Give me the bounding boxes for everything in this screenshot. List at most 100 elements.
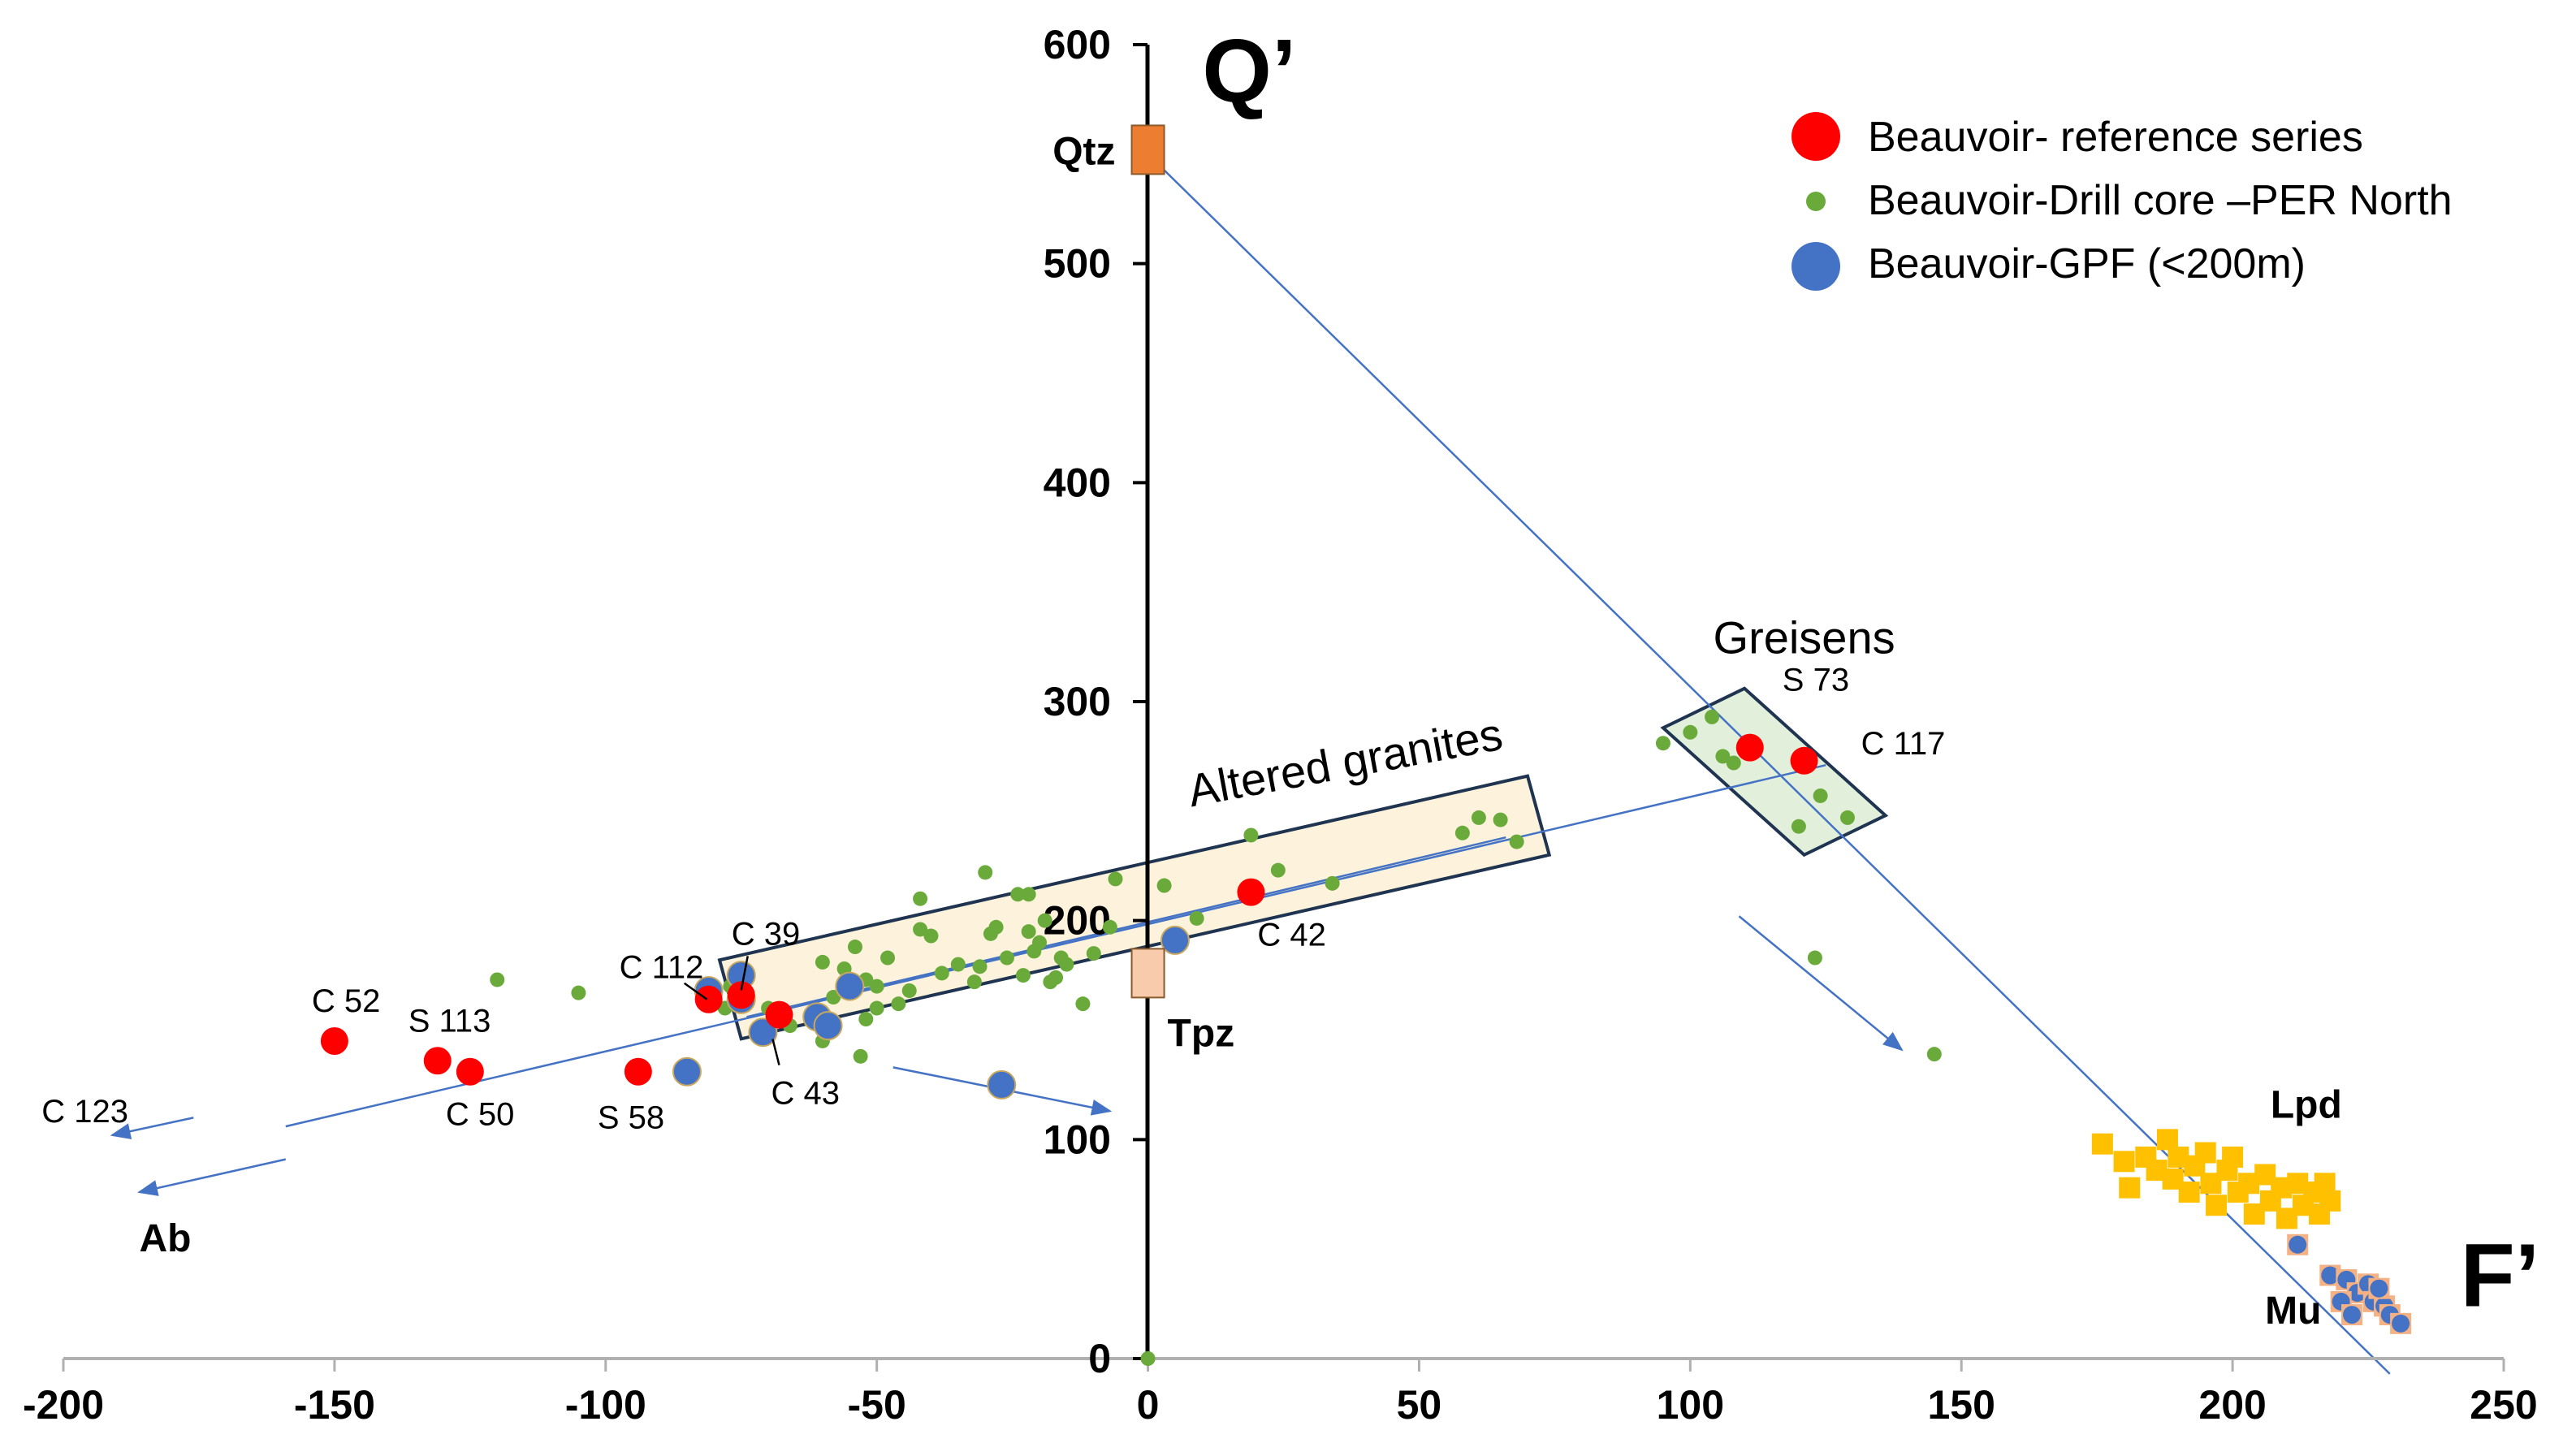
point-drill-core xyxy=(1454,825,1470,840)
point-drill-core xyxy=(1075,996,1091,1012)
point-reference xyxy=(765,1000,793,1029)
point-reference xyxy=(1237,878,1265,906)
point-drill-core xyxy=(847,940,862,955)
point-drill-core xyxy=(1509,834,1524,849)
point-mu xyxy=(2343,1306,2362,1324)
leader-line-c-39 xyxy=(740,956,749,991)
sample-label-c-112: C 112 xyxy=(620,950,704,986)
leader-line-c-112 xyxy=(683,982,708,1000)
point-drill-core xyxy=(1683,724,1698,740)
point-drill-core xyxy=(1156,878,1172,893)
point-drill-core xyxy=(1021,924,1036,940)
point-drill-core xyxy=(913,891,928,906)
point-drill-core xyxy=(1791,819,1806,834)
point-lpd xyxy=(2178,1182,2200,1203)
point-mu xyxy=(2392,1314,2410,1333)
point-lpd xyxy=(2319,1190,2341,1212)
x-tick-label: 100 xyxy=(1657,1382,1724,1428)
legend: Beauvoir- reference series Beauvoir-Dril… xyxy=(1792,112,2453,291)
point-drill-core xyxy=(869,979,884,994)
point-drill-core xyxy=(1471,810,1486,825)
point-lpd xyxy=(2194,1142,2216,1164)
annotation-mu: Mu xyxy=(2265,1290,2321,1333)
trend-arrow-1 xyxy=(110,1117,194,1139)
point-drill-core xyxy=(1325,875,1340,891)
point-lpd xyxy=(2091,1133,2113,1155)
point-drill-core xyxy=(858,1012,874,1027)
point-drill-core xyxy=(901,983,917,998)
point-reference xyxy=(320,1026,348,1055)
point-drill-core xyxy=(972,959,988,974)
end-member-tpz xyxy=(1130,948,1165,999)
x-tick-label: -150 xyxy=(294,1382,375,1428)
point-drill-core xyxy=(1021,887,1036,902)
y-tick-label: 500 xyxy=(1044,241,1111,287)
point-drill-core xyxy=(1032,935,1047,950)
point-lpd xyxy=(2206,1195,2228,1216)
sample-label-s-58: S 58 xyxy=(598,1100,664,1136)
point-drill-core xyxy=(1102,919,1117,935)
annotation-c-123: C 123 xyxy=(41,1094,128,1130)
point-reference xyxy=(456,1057,484,1086)
y-tick-label: 600 xyxy=(1044,22,1111,67)
point-drill-core xyxy=(1189,910,1204,926)
point-lpd xyxy=(2222,1146,2244,1168)
sample-label-c-52: C 52 xyxy=(312,983,381,1019)
point-mu xyxy=(2289,1235,2307,1254)
leader-line-c-43 xyxy=(771,1039,780,1065)
point-gpf xyxy=(813,1011,843,1041)
legend-label-drill: Beauvoir-Drill core –PER North xyxy=(1868,177,2453,224)
point-drill-core xyxy=(1015,968,1031,983)
point-drill-core xyxy=(1655,736,1670,751)
region-label-greisens: Greisens xyxy=(1714,612,1895,663)
x-tick-label: 150 xyxy=(1928,1382,1995,1428)
x-tick-label: 50 xyxy=(1397,1382,1442,1428)
trend-arrow-4 xyxy=(1738,915,1904,1052)
point-reference xyxy=(1735,733,1764,762)
x-tick-label: 0 xyxy=(1137,1382,1160,1428)
x-tick-label: -50 xyxy=(848,1382,906,1428)
point-reference xyxy=(624,1057,652,1086)
point-drill-core xyxy=(1086,946,1101,961)
point-drill-core xyxy=(1010,887,1026,902)
point-reference xyxy=(694,985,723,1013)
point-drill-core xyxy=(934,966,949,981)
legend-marker-ref xyxy=(1792,112,1840,161)
sample-label-c-117: C 117 xyxy=(1861,726,1946,762)
point-drill-core xyxy=(1493,812,1508,827)
legend-marker-gpf xyxy=(1792,242,1840,291)
x-tick-label: -100 xyxy=(565,1382,646,1428)
point-gpf xyxy=(835,971,865,1001)
point-drill-core xyxy=(490,972,505,987)
annotation-f: F’ xyxy=(2461,1225,2540,1325)
annotation-lpd: Lpd xyxy=(2271,1083,2342,1126)
point-mu xyxy=(2370,1279,2388,1298)
sample-label-s-73: S 73 xyxy=(1783,663,1849,698)
x-tick-label: -200 xyxy=(23,1382,104,1428)
end-member-label-tpz: Tpz xyxy=(1168,1012,1235,1055)
y-tick-label: 200 xyxy=(1044,898,1111,944)
point-drill-core xyxy=(1037,913,1052,928)
point-drill-core xyxy=(999,950,1014,966)
sample-label-c-43: C 43 xyxy=(771,1076,840,1112)
point-gpf xyxy=(987,1069,1017,1100)
region-greisens xyxy=(1660,686,1889,858)
annotation-ab: Ab xyxy=(139,1217,191,1260)
point-drill-core xyxy=(1059,957,1074,972)
point-drill-core xyxy=(869,1000,884,1016)
trend-arrow-2 xyxy=(137,1158,287,1196)
point-drill-core xyxy=(880,950,896,966)
point-drill-core xyxy=(1926,1047,1942,1062)
point-gpf xyxy=(672,1056,702,1087)
y-tick-label: 300 xyxy=(1044,679,1111,724)
y-tick-label: 0 xyxy=(1088,1336,1111,1381)
trend-line-2 xyxy=(285,763,1826,1128)
point-drill-core xyxy=(891,996,906,1012)
point-drill-core xyxy=(966,974,982,990)
point-drill-core xyxy=(571,985,586,1000)
point-mu xyxy=(2321,1266,2340,1285)
point-drill-core xyxy=(1048,970,1064,985)
point-gpf xyxy=(748,1017,778,1048)
end-member-label-qtz: Qtz xyxy=(1052,130,1115,173)
